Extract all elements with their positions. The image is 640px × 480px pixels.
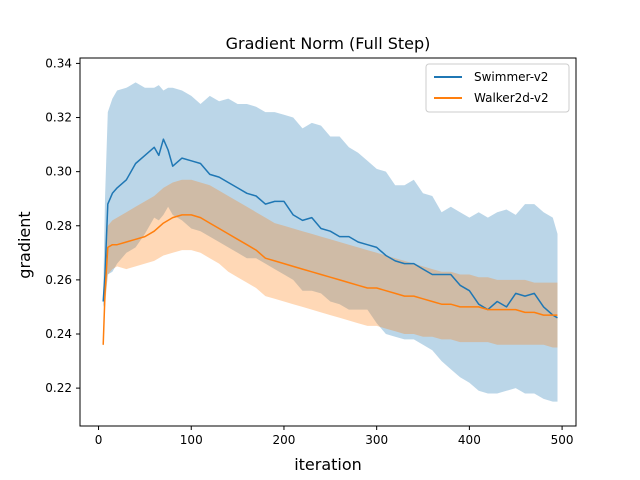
- legend-label-2: Walker2d-v2: [474, 91, 549, 105]
- y-tick-label: 0.22: [45, 381, 72, 395]
- series-line-2: [102, 214, 558, 345]
- x-tick-label: 0: [95, 433, 103, 447]
- y-tick-label: 0.30: [45, 165, 72, 179]
- x-axis-label: iteration: [294, 455, 362, 474]
- y-tick-label: 0.34: [45, 56, 72, 70]
- y-tick-label: 0.32: [45, 111, 72, 125]
- x-tick-label: 500: [551, 433, 574, 447]
- y-axis-ticks: 0.22 0.24 0.26 0.28 0.30 0.32 0.34: [45, 56, 80, 395]
- band-1: [103, 82, 558, 402]
- x-tick-label: 300: [365, 433, 388, 447]
- y-tick-label: 0.26: [45, 273, 72, 287]
- y-tick-label: 0.28: [45, 219, 72, 233]
- x-tick-label: 200: [273, 433, 296, 447]
- y-tick-label: 0.24: [45, 327, 72, 341]
- x-tick-label: 400: [458, 433, 481, 447]
- x-axis-ticks: 0 100 200 300 400 500: [95, 426, 574, 447]
- band-2: [103, 179, 558, 348]
- confidence-bands: [103, 82, 558, 402]
- plot-frame: [79, 57, 577, 427]
- y-axis-label: gradient: [15, 211, 34, 278]
- legend: Swimmer-v2 Walker2d-v2: [425, 63, 570, 113]
- series-line-1: [102, 138, 558, 319]
- x-tick-label: 100: [180, 433, 203, 447]
- series-lines: [102, 138, 558, 345]
- chart-title: Gradient Norm (Full Step): [226, 34, 431, 53]
- legend-label-1: Swimmer-v2: [474, 70, 548, 84]
